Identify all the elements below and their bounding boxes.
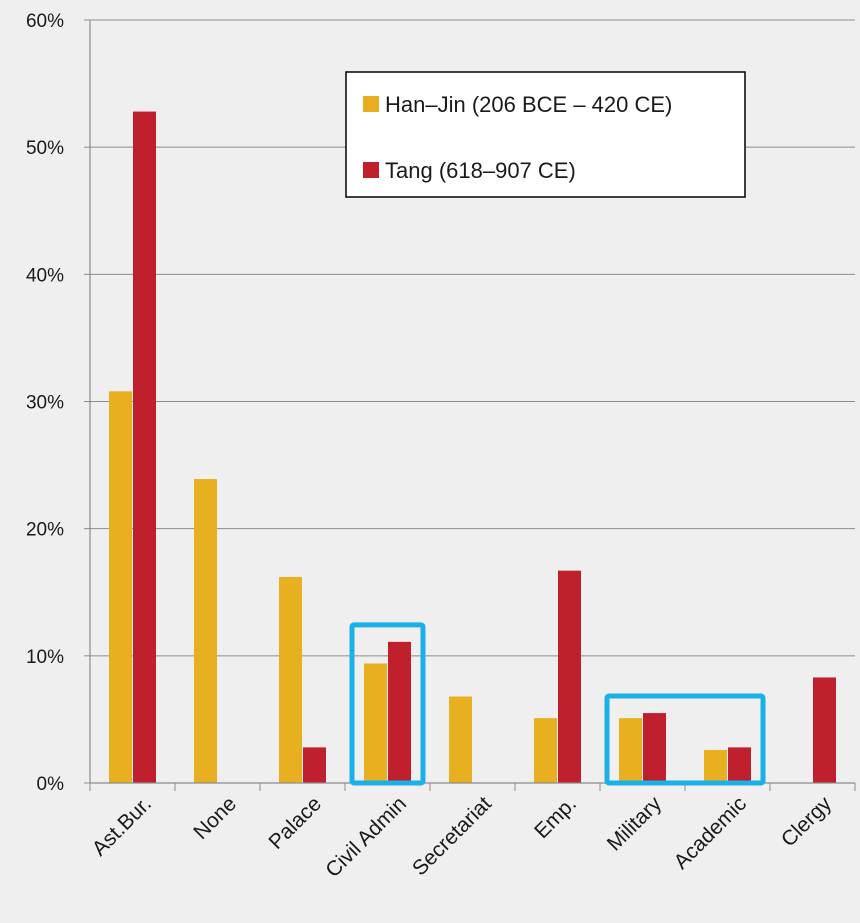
bar-tang-clergy	[813, 677, 836, 783]
bar-han-jin-none	[194, 479, 217, 783]
legend-box	[345, 71, 746, 198]
legend-label-han-jin: Han–Jin (206 BCE – 420 CE)	[385, 92, 672, 117]
bar-tang-emp	[558, 570, 581, 783]
y-tick-label: 30%	[26, 393, 64, 414]
bar-tang-civil-admin	[388, 641, 411, 783]
bar-han-jin-secretariat	[449, 696, 472, 783]
bar-han-jin-emp	[534, 718, 557, 783]
highlight-boxes	[349, 622, 766, 786]
bar-han-jin-civil-admin	[364, 663, 387, 783]
bar-han-jin-military	[619, 718, 642, 783]
legend-swatch-han-jin	[363, 96, 379, 112]
highlight-box-2	[604, 693, 766, 786]
bar-tang-academic	[728, 747, 751, 783]
bar-han-jin-academic	[704, 749, 727, 783]
highlight-box-1	[349, 622, 426, 786]
legend-swatch-tang	[363, 162, 379, 178]
bars	[109, 111, 836, 783]
y-axis-ticks: 0% 10% 20% 30% 40% 50% 60%	[26, 11, 90, 795]
bar-tang-ast-bur	[133, 111, 156, 783]
y-tick-label: 40%	[26, 265, 64, 286]
gridlines	[90, 19, 855, 657]
bar-han-jin-palace	[279, 576, 302, 783]
y-tick-label: 50%	[26, 138, 64, 159]
bar-han-jin-ast-bur	[109, 391, 132, 783]
y-tick-label: 0%	[37, 774, 65, 795]
bar-tang-palace	[303, 747, 326, 783]
legend-label-tang: Tang (618–907 CE)	[385, 158, 576, 183]
y-tick-label: 10%	[26, 647, 64, 668]
y-tick-label: 60%	[26, 11, 64, 32]
bar-tang-military	[643, 713, 666, 783]
legend: Han–Jin (206 BCE – 420 CE) Tang (618–907…	[345, 71, 746, 198]
y-tick-label: 20%	[26, 520, 64, 541]
